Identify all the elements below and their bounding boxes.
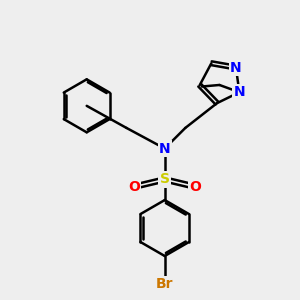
Text: N: N [230, 61, 242, 75]
Text: N: N [234, 85, 245, 99]
Text: Br: Br [156, 277, 173, 291]
Text: N: N [159, 142, 170, 155]
Text: O: O [190, 180, 202, 194]
Text: S: S [160, 172, 170, 186]
Text: O: O [128, 180, 140, 194]
